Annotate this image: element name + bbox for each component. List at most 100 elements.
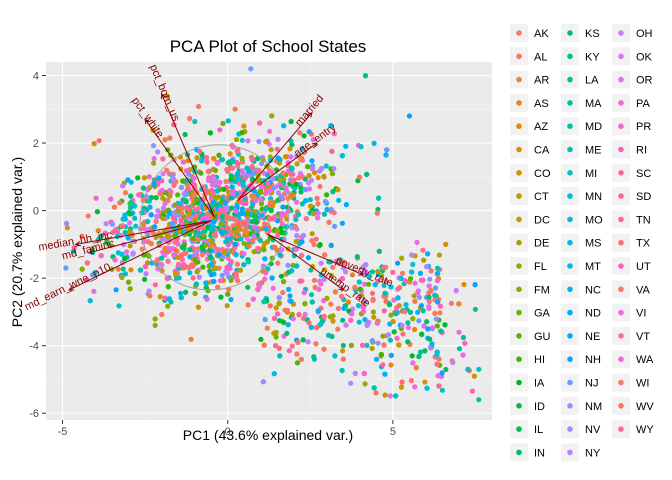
legend-swatch bbox=[618, 123, 624, 129]
legend-item: LA bbox=[561, 70, 599, 89]
data-point bbox=[387, 302, 393, 308]
data-point bbox=[196, 274, 202, 280]
data-point bbox=[293, 238, 299, 245]
data-point bbox=[79, 233, 85, 239]
legend-swatch bbox=[618, 333, 624, 339]
data-point bbox=[284, 307, 291, 313]
data-point bbox=[235, 163, 241, 169]
data-point bbox=[145, 218, 151, 225]
data-point bbox=[311, 354, 317, 360]
legend-item: MT bbox=[561, 257, 601, 275]
data-point bbox=[294, 233, 300, 239]
data-point bbox=[420, 247, 426, 253]
data-point bbox=[224, 265, 230, 271]
data-point bbox=[400, 270, 406, 276]
data-point bbox=[317, 278, 323, 284]
data-point bbox=[253, 198, 259, 204]
data-point bbox=[245, 302, 251, 308]
legend-swatch bbox=[516, 53, 522, 60]
data-point bbox=[299, 239, 305, 245]
data-point bbox=[370, 309, 376, 315]
data-point bbox=[117, 200, 123, 206]
data-point bbox=[428, 287, 434, 294]
data-point bbox=[186, 207, 192, 213]
data-point bbox=[109, 221, 115, 227]
data-point bbox=[435, 299, 441, 305]
data-point bbox=[207, 254, 213, 260]
data-point bbox=[216, 252, 222, 258]
data-point bbox=[275, 260, 281, 266]
data-point bbox=[201, 232, 207, 238]
data-point bbox=[160, 195, 166, 201]
data-point bbox=[269, 203, 275, 209]
data-point bbox=[328, 301, 334, 307]
data-point bbox=[390, 318, 396, 325]
data-point bbox=[420, 308, 426, 314]
legend-label: DC bbox=[534, 214, 550, 226]
data-point bbox=[285, 269, 292, 275]
data-point bbox=[129, 232, 135, 238]
data-point bbox=[293, 216, 299, 223]
data-point bbox=[460, 334, 466, 341]
data-point bbox=[178, 184, 185, 191]
data-point bbox=[125, 235, 131, 241]
data-point bbox=[321, 313, 327, 319]
data-point bbox=[307, 197, 313, 203]
data-point bbox=[208, 272, 214, 278]
data-point bbox=[175, 262, 181, 269]
data-point bbox=[251, 249, 257, 255]
data-point bbox=[167, 193, 173, 199]
data-point bbox=[422, 348, 428, 354]
data-point bbox=[278, 273, 284, 279]
data-point bbox=[216, 152, 222, 158]
data-point bbox=[402, 277, 408, 284]
data-point bbox=[119, 223, 126, 229]
data-point bbox=[283, 154, 289, 160]
data-point bbox=[219, 213, 226, 219]
data-point bbox=[352, 370, 358, 376]
loading-arrow bbox=[267, 233, 364, 276]
data-point bbox=[102, 230, 108, 236]
legend-item: PA bbox=[612, 93, 651, 112]
data-point bbox=[294, 199, 300, 205]
data-point bbox=[299, 146, 305, 152]
legend-label: FL bbox=[534, 261, 547, 273]
legend-label: CA bbox=[534, 145, 550, 157]
data-point bbox=[193, 213, 199, 219]
data-point bbox=[311, 277, 317, 283]
data-point bbox=[195, 236, 201, 243]
data-point bbox=[428, 268, 434, 274]
data-point bbox=[305, 339, 311, 345]
data-point bbox=[328, 242, 334, 248]
data-point bbox=[204, 215, 211, 221]
data-point bbox=[276, 300, 282, 306]
data-point bbox=[145, 239, 151, 245]
data-point bbox=[336, 197, 342, 203]
data-point bbox=[95, 228, 101, 234]
legend-swatch bbox=[567, 333, 573, 339]
data-point bbox=[372, 282, 378, 288]
data-point bbox=[304, 164, 311, 170]
data-point bbox=[127, 205, 133, 211]
data-point bbox=[413, 365, 419, 371]
data-point bbox=[360, 309, 366, 315]
data-point bbox=[262, 316, 268, 323]
data-point bbox=[178, 295, 184, 301]
legend-swatch bbox=[567, 286, 573, 293]
data-point bbox=[398, 384, 405, 390]
data-point bbox=[63, 265, 69, 271]
loading-arrow bbox=[237, 142, 318, 201]
data-point bbox=[243, 219, 249, 225]
data-point bbox=[276, 295, 282, 301]
data-point bbox=[146, 198, 152, 204]
legend-item: WY bbox=[612, 420, 654, 439]
data-point bbox=[268, 169, 274, 175]
data-point bbox=[112, 257, 118, 263]
data-point bbox=[299, 201, 305, 207]
data-point bbox=[317, 184, 323, 190]
data-point bbox=[288, 192, 294, 198]
data-point bbox=[219, 157, 225, 163]
data-point bbox=[318, 321, 324, 327]
data-point bbox=[218, 294, 224, 300]
data-point bbox=[95, 237, 101, 243]
